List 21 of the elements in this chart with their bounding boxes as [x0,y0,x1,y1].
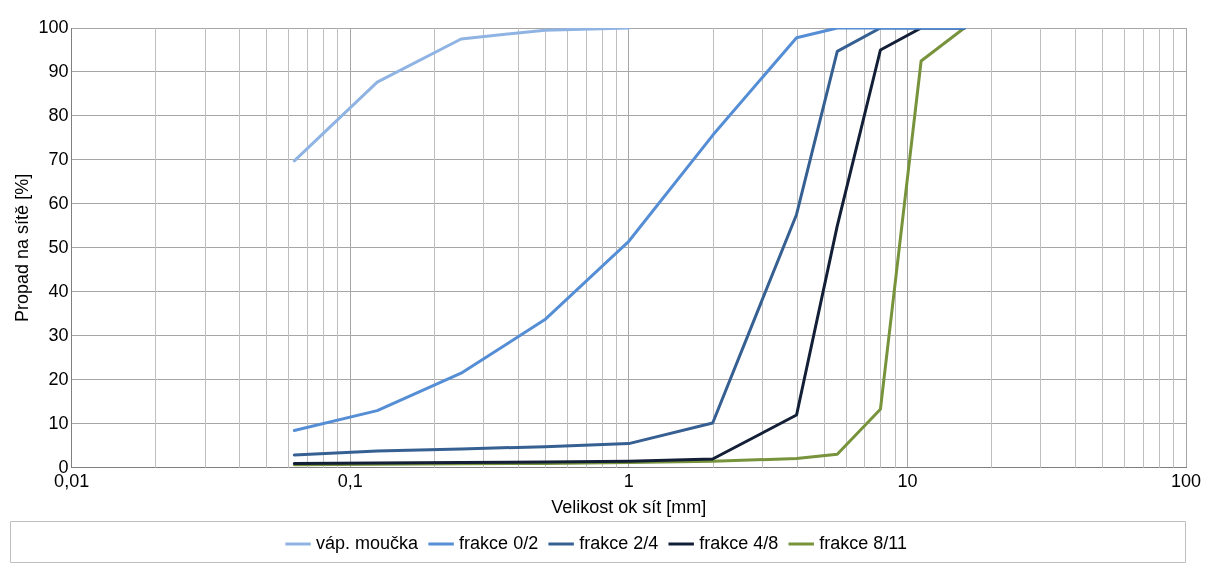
legend-label: frakce 0/2 [459,532,539,553]
y-tick-label: 60 [48,192,69,213]
y-tick-label: 30 [48,324,69,345]
y-tick-label: 40 [48,280,69,301]
legend-label: frakce 8/11 [819,532,907,553]
y-tick-label: 50 [48,236,69,257]
legend-label: frakce 2/4 [579,532,659,553]
y-tick-label: 20 [48,368,69,389]
legend-label: frakce 4/8 [699,532,779,553]
y-tick-label: 10 [48,412,69,433]
x-axis-title: Velikost ok sít [mm] [551,497,707,518]
x-tick-label: 10 [897,470,918,491]
y-tick-label: 70 [48,148,69,169]
x-tick-label: 100 [1170,470,1202,491]
y-tick-label: 80 [48,104,69,125]
x-tick-label: 1 [623,470,634,491]
y-axis-title: Propad na sítě [%] [11,173,32,322]
y-tick-label: 90 [48,60,69,81]
y-tick-label: 100 [38,16,69,37]
legend-label: váp. moučka [316,532,420,553]
x-tick-label: 0,1 [337,470,363,491]
